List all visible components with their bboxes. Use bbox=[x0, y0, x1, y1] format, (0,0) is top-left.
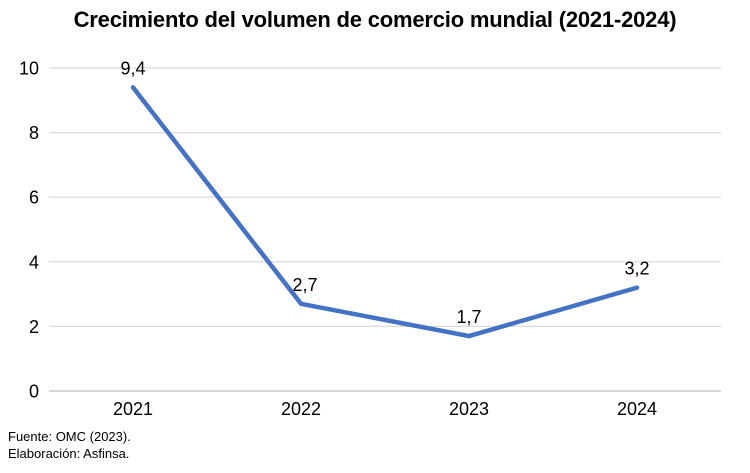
chart-title: Crecimiento del volumen de comercio mund… bbox=[73, 7, 677, 32]
x-axis-tick-label: 2024 bbox=[617, 399, 657, 419]
data-point-label: 1,7 bbox=[456, 307, 481, 327]
data-point-label: 3,2 bbox=[624, 259, 649, 279]
x-axis-tick-label: 2021 bbox=[113, 399, 153, 419]
y-axis-tick-label: 6 bbox=[29, 188, 39, 208]
y-axis-tick-label: 2 bbox=[29, 317, 39, 337]
chart-footer: Fuente: OMC (2023). Elaboración: Asfinsa… bbox=[8, 428, 131, 462]
y-axis-tick-label: 10 bbox=[19, 59, 39, 79]
source-note: Fuente: OMC (2023). bbox=[8, 429, 131, 444]
y-axis-tick-label: 4 bbox=[29, 252, 39, 272]
data-point-label: 9,4 bbox=[120, 58, 145, 78]
y-axis-tick-label: 0 bbox=[29, 382, 39, 402]
x-axis-tick-label: 2022 bbox=[281, 399, 321, 419]
elaboration-note: Elaboración: Asfinsa. bbox=[8, 446, 130, 461]
data-point-label: 2,7 bbox=[292, 275, 317, 295]
y-axis-tick-label: 8 bbox=[29, 123, 39, 143]
x-axis-tick-label: 2023 bbox=[449, 399, 489, 419]
data-line-series bbox=[130, 85, 640, 339]
